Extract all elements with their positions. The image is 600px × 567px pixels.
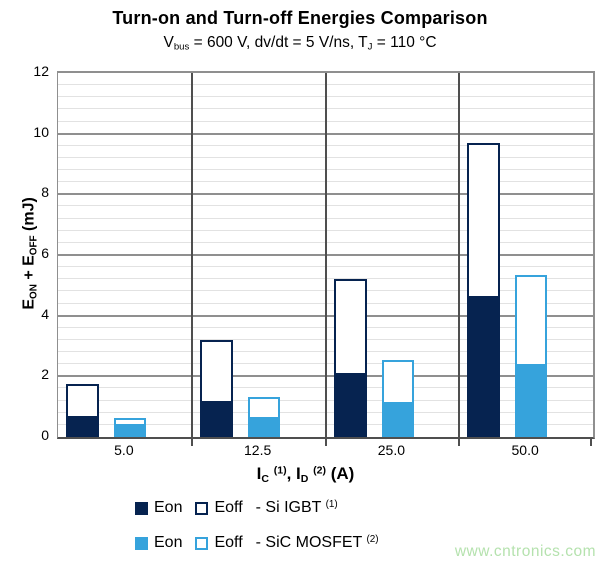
y-tick-labels: 0 2 4 6 8 10 12 xyxy=(0,63,49,443)
bar-sic-mosfet-25.0 xyxy=(381,360,414,437)
bar-sic-mosfet-5.0-eon-segment xyxy=(116,424,144,435)
legend-label-eoff-si-igbt: Eoff xyxy=(214,499,243,516)
x-tick-label-50.0: 50.0 xyxy=(511,442,539,458)
legend-row-si-igbt: Eon Eoff - Si IGBT (1) xyxy=(135,497,379,519)
bar-sic-mosfet-12.5-eon-segment xyxy=(249,417,278,435)
plot-area xyxy=(57,71,595,446)
x-tick-label-5.0: 5.0 xyxy=(114,442,134,458)
legend: Eon Eoff - Si IGBT (1) Eon Eoff - SiC MO… xyxy=(135,497,379,567)
y-tick-label-0: 0 xyxy=(41,427,49,443)
bar-si-igbt-5.0 xyxy=(66,384,99,437)
chart-subtitle: Vbus = 600 V, dv/dt = 5 V/ns, TJ = 110 °… xyxy=(163,34,437,53)
bar-si-igbt-25.0 xyxy=(333,279,367,437)
category-separator xyxy=(324,73,327,437)
x-tick-label-25.0: 25.0 xyxy=(377,442,405,458)
category-separator xyxy=(458,73,461,437)
eon-si-igbt-swatch xyxy=(135,501,148,515)
legend-row-sic-mosfet: Eon Eoff - SiC MOSFET (2) xyxy=(135,532,379,554)
bar-si-igbt-12.5 xyxy=(199,340,233,437)
x-axis-tick xyxy=(590,437,592,446)
bar-sic-mosfet-12.5 xyxy=(247,397,280,437)
legend-label-eoff-sic-mosfet: Eoff xyxy=(214,534,243,551)
x-axis-tick xyxy=(324,437,327,446)
x-tick-labels: 5.0 12.5 25.0 50.0 xyxy=(57,442,592,460)
eon-sic-mosfet-swatch xyxy=(135,536,148,550)
y-tick-label-12: 12 xyxy=(33,63,49,79)
legend-label-device-si-igbt: - Si IGBT (1) xyxy=(255,499,338,516)
bar-si-igbt-12.5-eon-segment xyxy=(201,401,231,435)
bar-sic-mosfet-25.0-eon-segment xyxy=(383,402,412,435)
bar-si-igbt-25.0-eon-segment xyxy=(335,373,365,435)
y-tick-label-4: 4 xyxy=(41,305,49,322)
bar-sic-mosfet-50.0-eon-segment xyxy=(517,364,546,435)
x-tick-label-12.5: 12.5 xyxy=(244,442,272,458)
legend-label-eon-sic-mosfet: Eon xyxy=(154,534,183,551)
x-axis-tick xyxy=(458,437,461,446)
y-tick-label-6: 6 xyxy=(41,245,49,261)
category-separator xyxy=(190,73,193,437)
bar-si-igbt-5.0-eon-segment xyxy=(68,416,97,435)
y-tick-label-2: 2 xyxy=(41,366,49,383)
legend-label-device-sic-mosfet: - SiC MOSFET (2) xyxy=(255,534,379,551)
legend-label-eon-si-igbt: Eon xyxy=(154,499,183,516)
y-tick-label-8: 8 xyxy=(41,184,49,201)
bar-si-igbt-50.0 xyxy=(467,143,501,437)
x-axis-title: IC (1), ID (2) (A) xyxy=(256,464,355,485)
eoff-sic-mosfet-swatch xyxy=(195,536,209,550)
bar-sic-mosfet-5.0 xyxy=(114,418,146,437)
x-axis-tick xyxy=(190,437,193,446)
bar-si-igbt-50.0-eon-segment xyxy=(469,296,499,435)
watermark: www.cntronics.com xyxy=(454,543,596,560)
eoff-si-igbt-swatch xyxy=(195,501,209,515)
y-tick-label-10: 10 xyxy=(33,123,49,140)
chart-title: Turn-on and Turn-off Energies Comparison xyxy=(112,8,488,28)
bar-sic-mosfet-50.0 xyxy=(515,275,548,437)
